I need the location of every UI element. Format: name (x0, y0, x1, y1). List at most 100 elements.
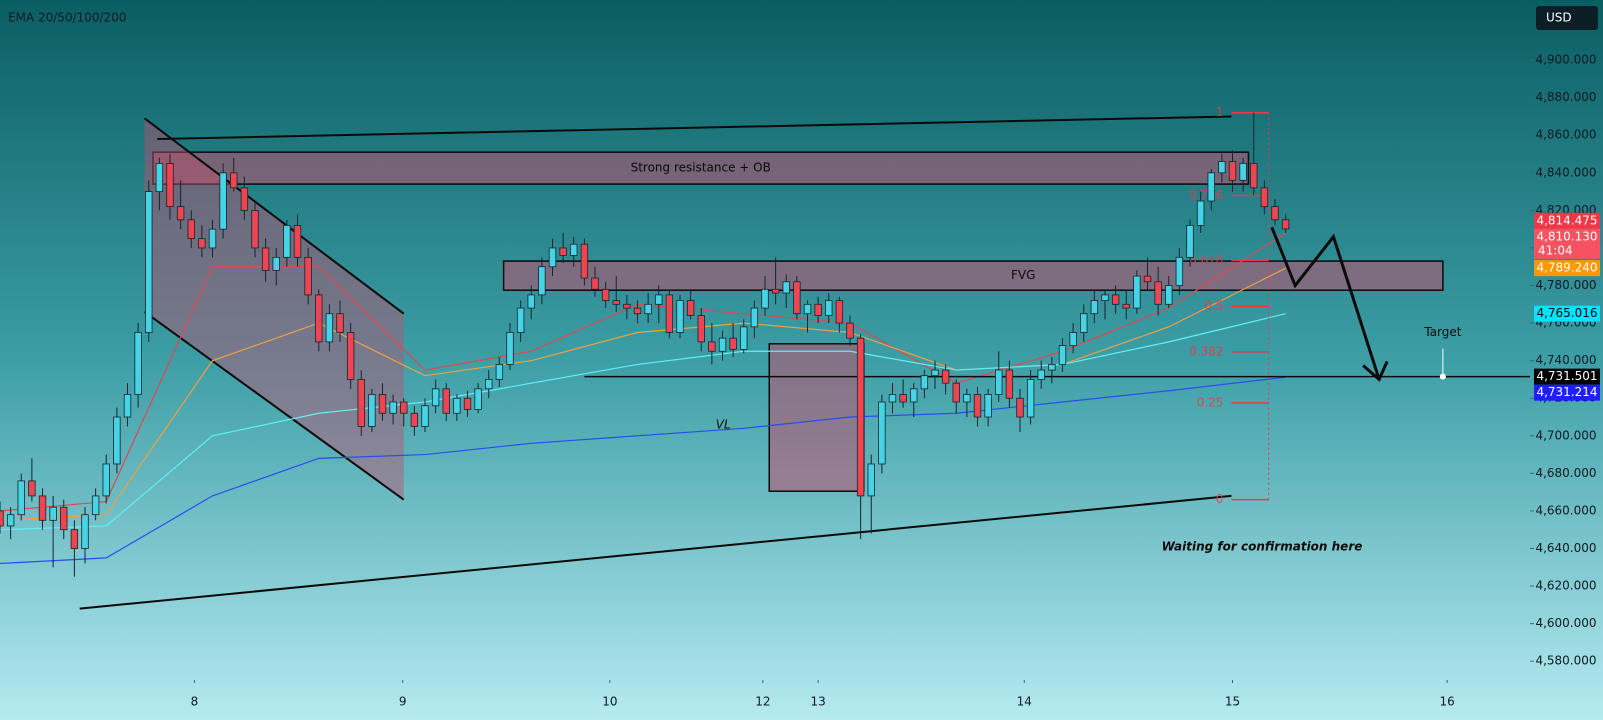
y-tick-label: 4,860.000 (1535, 128, 1596, 142)
trendline (79, 494, 1232, 610)
y-tick-label: 4,840.000 (1535, 165, 1596, 179)
candle-body (1080, 313, 1088, 333)
x-tick-label: 16 (1439, 695, 1454, 709)
fib-label: 0 (1216, 492, 1224, 506)
fib-label: 1 (1216, 105, 1224, 119)
candle-body (623, 303, 631, 309)
currency-label[interactable]: USD (1546, 11, 1572, 25)
zone (152, 151, 1250, 185)
candle-body (1005, 369, 1014, 399)
countdown: 41:04 (1538, 243, 1573, 257)
fib-label: 0.382 (1189, 344, 1223, 358)
candle-body (655, 294, 663, 305)
price-label: 4,814.475 (1536, 213, 1597, 227)
price-label-box (1534, 260, 1600, 277)
candle-body (601, 288, 610, 301)
candle-body (166, 163, 174, 208)
candle-body (60, 506, 68, 531)
candle-body (1196, 200, 1205, 226)
candle-body (155, 163, 164, 193)
candle-body (973, 394, 982, 418)
candle-body (644, 303, 652, 315)
candle-body (676, 300, 684, 333)
candle-body (952, 382, 960, 403)
candle-body (878, 401, 886, 465)
candle-body (633, 307, 642, 315)
candle-body (400, 401, 408, 414)
candle-body (708, 341, 716, 352)
candle-body (570, 243, 578, 256)
x-tick-label: 8 (191, 695, 199, 709)
candle-body (729, 337, 737, 350)
indicator-title: EMA 20/50/100/200 (8, 11, 126, 25)
candle-body (1058, 345, 1067, 365)
y-tick-label: 4,900.000 (1535, 53, 1596, 67)
y-tick-label: 4,600.000 (1535, 616, 1596, 630)
candle-body (315, 294, 323, 343)
candle-body (995, 369, 1003, 395)
candle-body (612, 300, 620, 305)
candle-body (325, 313, 334, 343)
candle-body (293, 225, 302, 258)
candle-body (1154, 281, 1162, 305)
candle-body (219, 172, 227, 230)
candle-body (378, 394, 387, 414)
price-label-box (1534, 384, 1600, 401)
note: Waiting for confirmation here (1162, 540, 1363, 554)
candle-body (91, 495, 100, 516)
price-label: 4,731.214 (1536, 385, 1597, 399)
candle-body (963, 394, 971, 403)
candle-body (251, 209, 259, 249)
candle-body (28, 480, 36, 497)
candle-body (453, 397, 461, 414)
candle-body (750, 307, 759, 328)
candle-body (888, 394, 897, 403)
candle-body (1122, 303, 1130, 309)
candle-body (272, 256, 280, 271)
candle-body (1175, 256, 1184, 286)
candle-body (761, 288, 769, 309)
candle-body (336, 313, 344, 333)
y-tick-label: 4,740.000 (1535, 353, 1596, 367)
x-tick-label: 13 (810, 695, 825, 709)
candle-body (686, 300, 695, 316)
candle-body (0, 510, 4, 527)
candle-body (846, 322, 854, 339)
candle-body (1260, 187, 1269, 208)
candle-body (516, 307, 525, 333)
candle-body (1218, 161, 1226, 174)
candle-body (187, 219, 195, 239)
candle-body (665, 294, 674, 333)
channel-edge (143, 117, 405, 315)
candle-body (1228, 161, 1237, 181)
candle-body (368, 394, 376, 427)
candle-body (431, 388, 440, 407)
x-tick-label: 9 (399, 695, 407, 709)
candle-body (1186, 225, 1194, 258)
candle-body (782, 281, 790, 294)
x-tick-label: 15 (1225, 695, 1240, 709)
currency-button[interactable] (1536, 6, 1598, 30)
fib-label: 0.786 (1189, 188, 1223, 202)
candle-body (1090, 300, 1099, 315)
candle-body (1250, 163, 1258, 189)
candle-body (910, 388, 918, 403)
candle-body (17, 480, 25, 516)
y-tick-label: 4,700.000 (1535, 428, 1596, 442)
candle-body (1165, 285, 1173, 305)
candle-body (1101, 294, 1109, 301)
candle-body (697, 315, 705, 343)
candle-body (1111, 294, 1120, 305)
candle-body (283, 225, 291, 258)
candle-body (357, 379, 365, 427)
candle-body (410, 412, 419, 427)
candle-body (1069, 332, 1077, 347)
candle-body (421, 405, 429, 427)
zone-label: VL (716, 417, 731, 431)
candle-body (134, 332, 142, 395)
candle-body (230, 172, 238, 189)
candle-body (506, 332, 514, 365)
candle-body (198, 238, 206, 249)
candle-body (261, 247, 270, 271)
